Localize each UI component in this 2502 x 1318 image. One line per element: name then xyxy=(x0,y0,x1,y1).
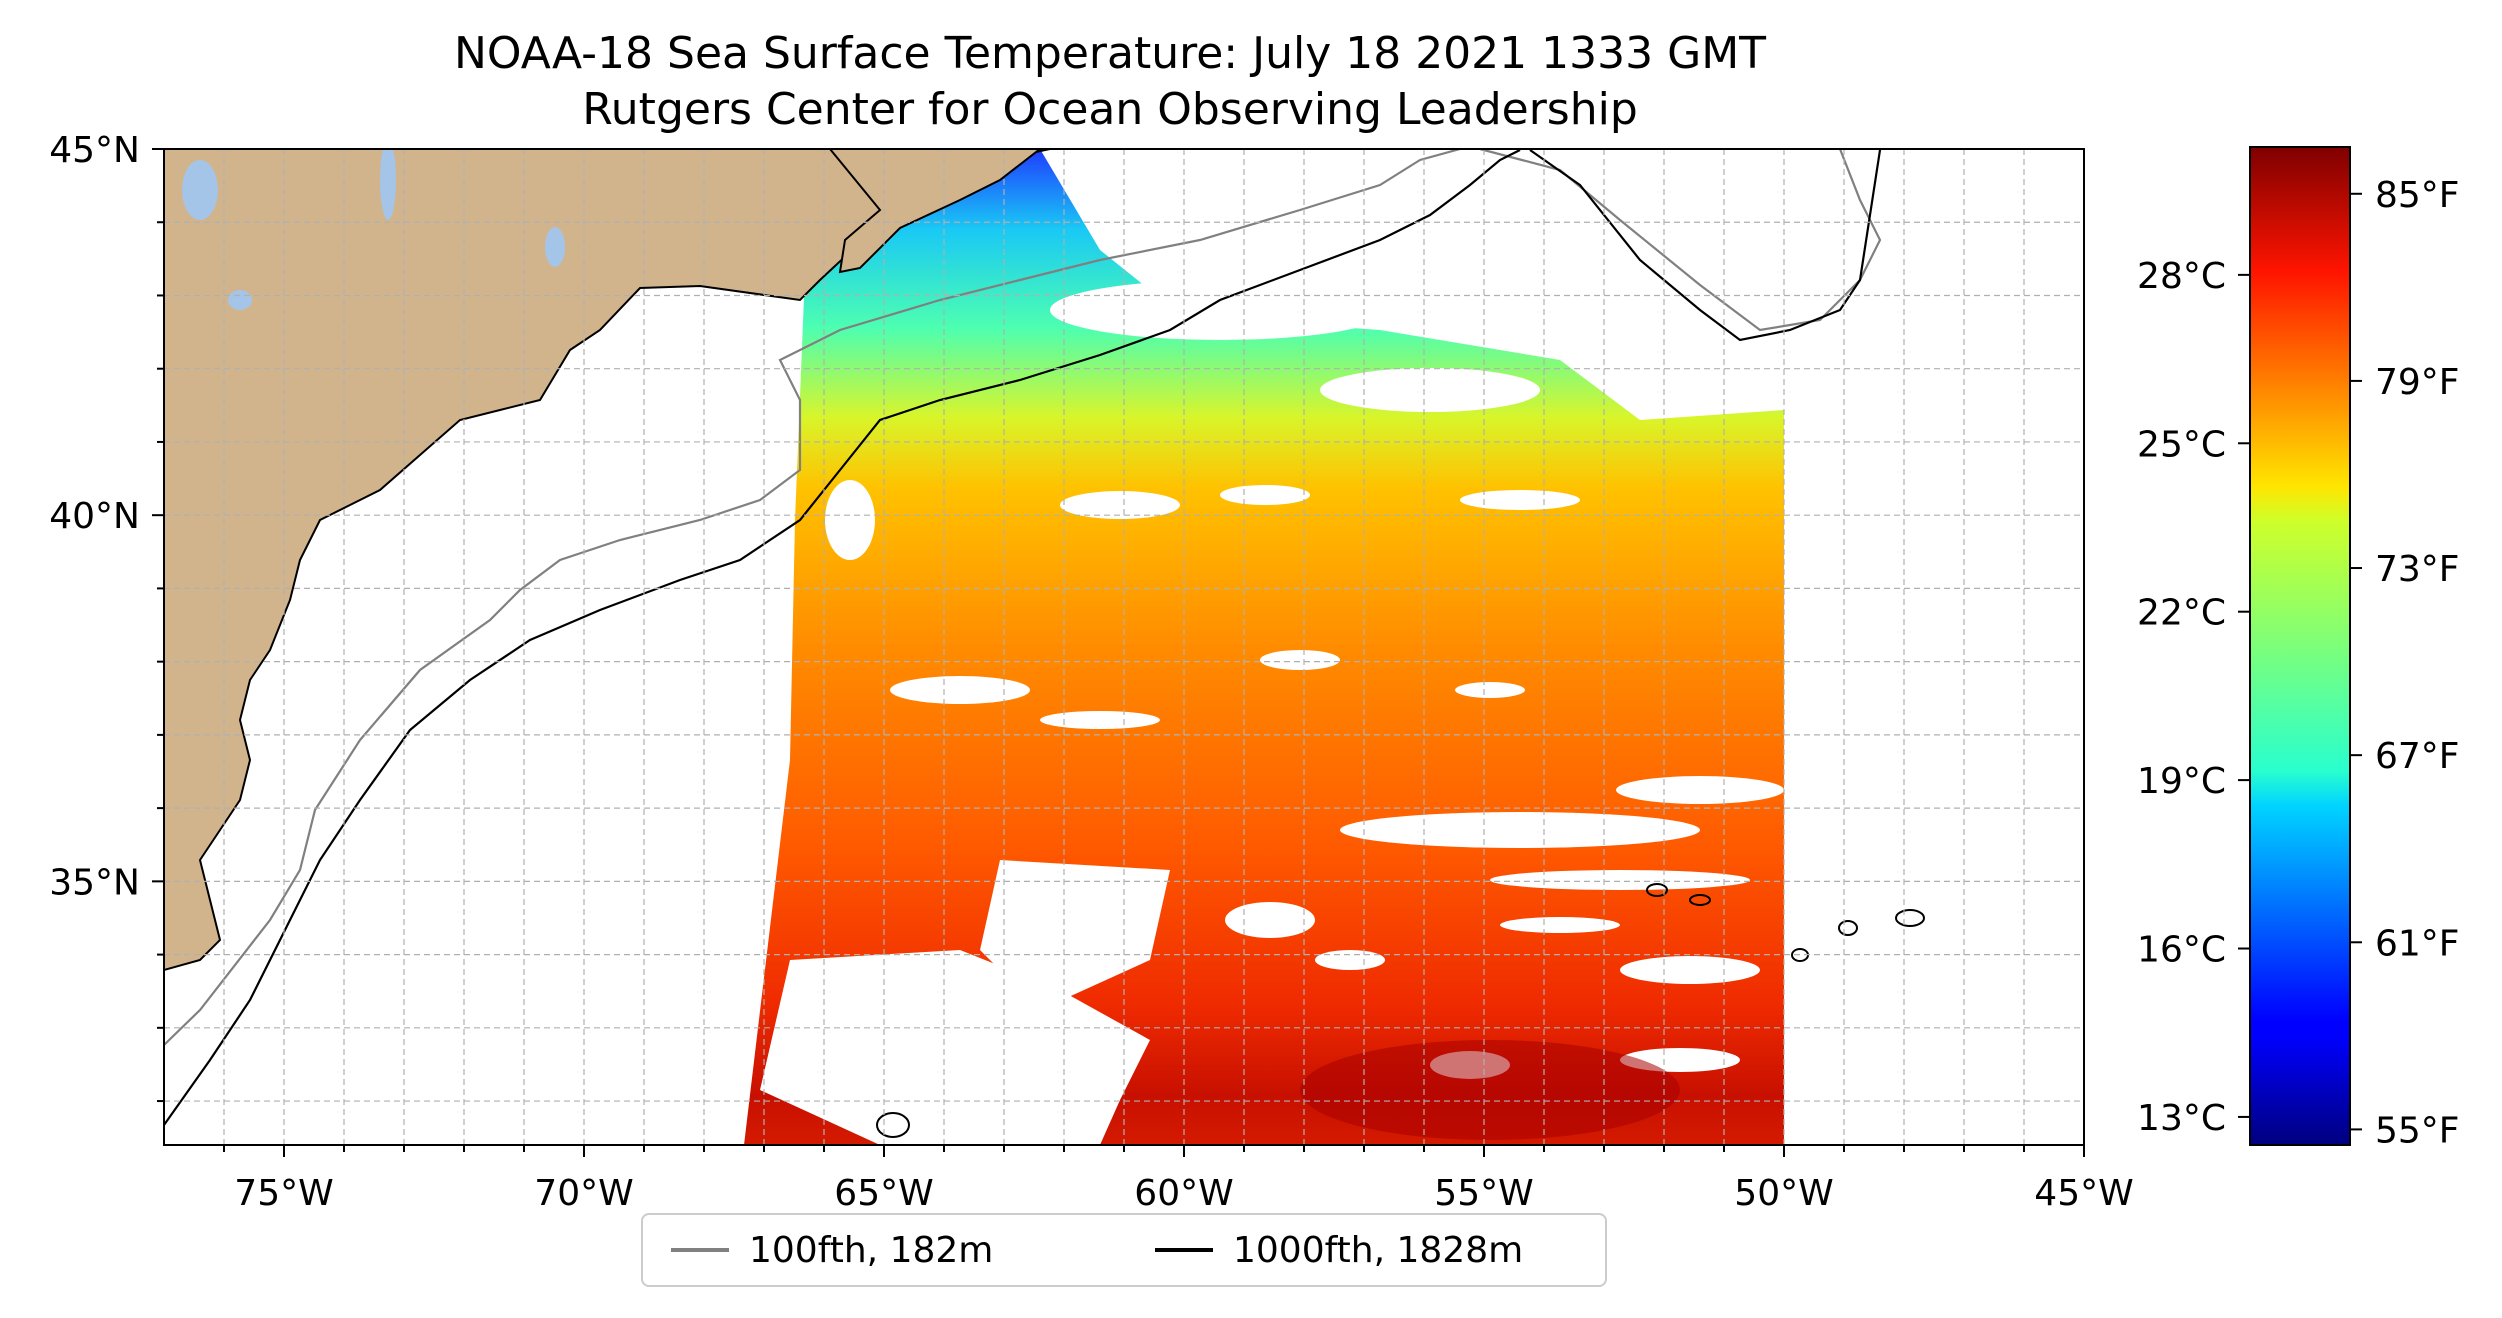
map-title: NOAA-18 Sea Surface Temperature: July 18… xyxy=(453,28,1767,79)
axes: 75°W 70°W 65°W 60°W 55°W 50°W 45°W 45°N 40°N 35°N xyxy=(49,130,2133,1214)
inland-water xyxy=(182,149,565,310)
x-tick-label: 75°W xyxy=(234,1173,333,1214)
legend-swatch xyxy=(1155,1248,1213,1252)
legend-swatch xyxy=(671,1248,729,1252)
y-tick-label: 35°N xyxy=(49,862,140,903)
colorbar-f-label: 67°F xyxy=(2375,736,2460,777)
seamount-contours xyxy=(876,883,1925,1138)
x-tick-label: 45°W xyxy=(2034,1173,2133,1214)
x-tick-label: 55°W xyxy=(1434,1173,1533,1214)
y-tick-label: 40°N xyxy=(49,496,140,537)
colorbar-c-label: 22°C xyxy=(2137,593,2226,634)
legend: 100fth, 182m 1000fth, 1828m xyxy=(641,1213,1607,1287)
colorbar-f-label: 79°F xyxy=(2375,362,2460,403)
colorbar-f-label: 85°F xyxy=(2375,175,2460,216)
gridlines xyxy=(164,149,2084,1145)
colorbar-c-label: 28°C xyxy=(2137,256,2226,297)
legend-item-100fth: 100fth, 182m xyxy=(671,1215,993,1285)
colorbar-ticks: 55°F 61°F 67°F 73°F 79°F 85°F 13°C 16°C 19°C 22°C… xyxy=(2137,175,2459,1152)
contour-100fth xyxy=(164,149,1461,1046)
colorbar-f-label: 55°F xyxy=(2375,1110,2460,1151)
contour-1000fth xyxy=(164,149,1521,1126)
y-tick-label: 45°N xyxy=(49,130,140,171)
x-tick-label: 60°W xyxy=(1134,1173,1233,1214)
land-north-america xyxy=(164,149,1051,972)
colorbar-f-label: 61°F xyxy=(2375,923,2460,964)
warm-core xyxy=(1300,1040,1680,1140)
colorbar-c-label: 19°C xyxy=(2137,761,2226,802)
legend-item-1000fth: 1000fth, 1828m xyxy=(1155,1215,1523,1285)
legend-label: 100fth, 182m xyxy=(749,1229,994,1271)
colorbar-c-label: 13°C xyxy=(2137,1098,2226,1139)
colorbar xyxy=(2249,146,2351,1146)
legend-label: 1000fth, 1828m xyxy=(1233,1229,1524,1271)
colorbar-f-label: 73°F xyxy=(2375,549,2460,590)
x-tick-label: 70°W xyxy=(534,1173,633,1214)
map-subtitle: Rutgers Center for Ocean Observing Leade… xyxy=(582,84,1638,135)
x-tick-label: 50°W xyxy=(1734,1173,1833,1214)
land-nova-scotia xyxy=(828,149,1042,274)
colorbar-c-label: 25°C xyxy=(2137,424,2226,465)
x-tick-label: 65°W xyxy=(834,1173,933,1214)
colorbar-c-label: 16°C xyxy=(2137,930,2226,971)
